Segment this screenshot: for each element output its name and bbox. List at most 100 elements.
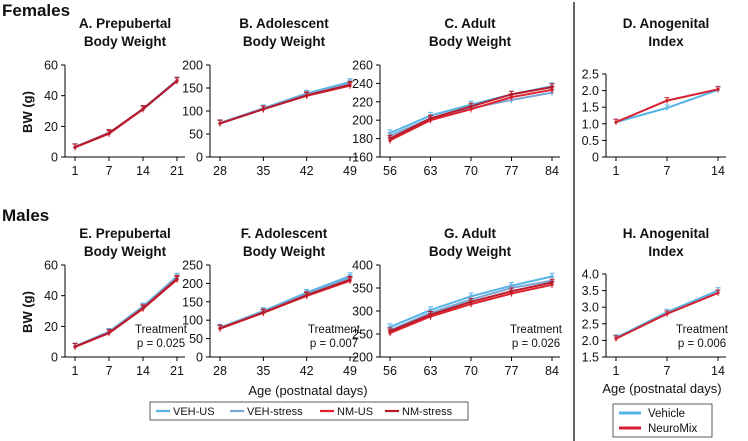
x-tick-label: 56 xyxy=(383,164,397,178)
data-point xyxy=(509,92,514,97)
data-point xyxy=(218,326,222,330)
series-line-veh-stress xyxy=(74,276,178,348)
data-point xyxy=(305,293,309,297)
x-tick-label: 35 xyxy=(256,164,270,178)
y-tick-label: 60 xyxy=(44,259,58,273)
chart-h: H. Anogenital Index 1.5 2.0 2.5 3.0 3.5 4.0 1 7 14… xyxy=(582,226,729,378)
y-tick-label: 2.0 xyxy=(582,334,599,348)
y-tick-label: 220 xyxy=(352,95,373,109)
data-point xyxy=(469,300,473,304)
y-tick-label: 180 xyxy=(352,132,373,146)
y-tick-label: 100 xyxy=(182,314,203,328)
y-tick-label: 250 xyxy=(182,259,203,273)
x-tick-label: 63 xyxy=(424,364,438,378)
x-tick-label: 84 xyxy=(545,364,559,378)
y-tick-label: 0.5 xyxy=(582,134,599,148)
x-tick-label: 77 xyxy=(505,164,519,178)
data-point xyxy=(614,120,618,124)
y-tick-label: 0 xyxy=(196,151,203,165)
x-tick-label: 21 xyxy=(170,164,184,178)
data-point xyxy=(428,116,433,120)
chart-subtitle: Index xyxy=(648,244,684,259)
data-point xyxy=(716,291,720,295)
annotation-p-value: p = 0.006 xyxy=(678,338,726,350)
chart-a: A. Prepubertal Body Weight 0 20 40 60 1 7 14 21 xyxy=(44,16,185,178)
chart-subtitle: Index xyxy=(648,34,684,49)
x-tick-label: 63 xyxy=(424,164,438,178)
x-tick-label: 7 xyxy=(106,364,113,378)
chart-b: B. Adolescent Body Weight 0 50 100 150 200 28 35… xyxy=(182,16,358,178)
x-tick-label: 28 xyxy=(213,364,227,378)
series-line-nm-stress xyxy=(219,83,351,125)
data-point xyxy=(550,280,554,285)
legend-veh-stress-label: VEH-stress xyxy=(247,406,303,418)
annotation-treatment: Treatment xyxy=(676,324,729,336)
x-tick-label: 7 xyxy=(664,364,671,378)
y-tick-label: 0 xyxy=(51,351,58,365)
data-point xyxy=(107,131,111,135)
legend-nm-us-label: NM-US xyxy=(337,406,373,418)
data-point xyxy=(665,98,669,103)
legend-neuromix-label: NeuroMix xyxy=(648,423,697,435)
data-point xyxy=(261,310,265,315)
data-point xyxy=(665,312,669,316)
data-point xyxy=(388,137,392,141)
data-point xyxy=(388,329,392,333)
annotation-treatment: Treatment xyxy=(135,324,188,336)
x-tick-label: 7 xyxy=(106,164,113,178)
y-tick-label: 200 xyxy=(352,351,373,365)
y-tick-label: 0 xyxy=(51,151,58,165)
y-tick-label: 50 xyxy=(189,332,203,346)
y-tick-label: 250 xyxy=(352,328,373,342)
data-point xyxy=(665,106,669,110)
legend-agi-box xyxy=(612,403,713,438)
y-tick-label: 150 xyxy=(182,82,203,96)
chart-d: D. Anogenital Index 0 0.5 1.0 1.5 2.0 2.5 1 7 14 xyxy=(582,16,726,178)
x-tick-label: 28 xyxy=(213,164,227,178)
males-label: Males xyxy=(2,206,49,225)
legend-main-box xyxy=(149,401,469,421)
y-tick-label: 200 xyxy=(182,277,203,291)
y-tick-label: 1.5 xyxy=(582,101,599,115)
x-tick-label: 21 xyxy=(170,364,184,378)
y-tick-label: 3.0 xyxy=(582,301,599,315)
y-tick-label: 60 xyxy=(44,59,58,73)
y-tick-label: 20 xyxy=(44,120,58,134)
chart-title: A. Prepubertal xyxy=(79,16,171,31)
chart-subtitle: Body Weight xyxy=(429,34,512,49)
series-line-veh-stress xyxy=(74,80,178,148)
chart-title: F. Adolescent xyxy=(241,226,328,241)
y-tick-label: 50 xyxy=(189,128,203,142)
y-tick-label: 200 xyxy=(182,59,203,73)
data-point xyxy=(107,331,111,335)
y-tick-label: 20 xyxy=(44,320,58,334)
y-tick-label: 300 xyxy=(352,305,373,319)
annotation-p-value: p = 0.007 xyxy=(310,338,358,350)
x-axis-label-main: Age (postnatal days) xyxy=(248,383,367,398)
chart-title: E. Prepubertal xyxy=(79,226,171,241)
data-point xyxy=(469,104,473,108)
x-tick-label: 35 xyxy=(256,364,270,378)
data-point xyxy=(218,121,222,126)
x-tick-label: 77 xyxy=(505,364,519,378)
chart-subtitle: Body Weight xyxy=(243,34,326,49)
chart-g: G. Adult Body Weight 200 250 300 350 400 56 63 70… xyxy=(352,226,563,378)
x-tick-label: 42 xyxy=(300,164,314,178)
x-tick-label: 1 xyxy=(613,164,620,178)
chart-f: F. Adolescent Body Weight 0 50 100 150 200 250 2… xyxy=(182,226,361,378)
x-tick-label: 14 xyxy=(711,364,725,378)
data-point xyxy=(305,93,309,97)
x-tick-label: 1 xyxy=(613,364,620,378)
series-line-nm-stress xyxy=(74,80,178,149)
annotation-p-value: p = 0.026 xyxy=(512,338,560,350)
data-point xyxy=(175,277,179,281)
y-tick-label: 2.5 xyxy=(582,317,599,331)
x-tick-label: 14 xyxy=(136,164,150,178)
y-tick-label: 400 xyxy=(352,259,373,273)
data-point xyxy=(141,306,145,310)
series-line-veh-us xyxy=(74,79,178,148)
data-point xyxy=(509,289,514,293)
x-tick-label: 49 xyxy=(343,164,357,178)
y-tick-label: 40 xyxy=(44,289,58,303)
